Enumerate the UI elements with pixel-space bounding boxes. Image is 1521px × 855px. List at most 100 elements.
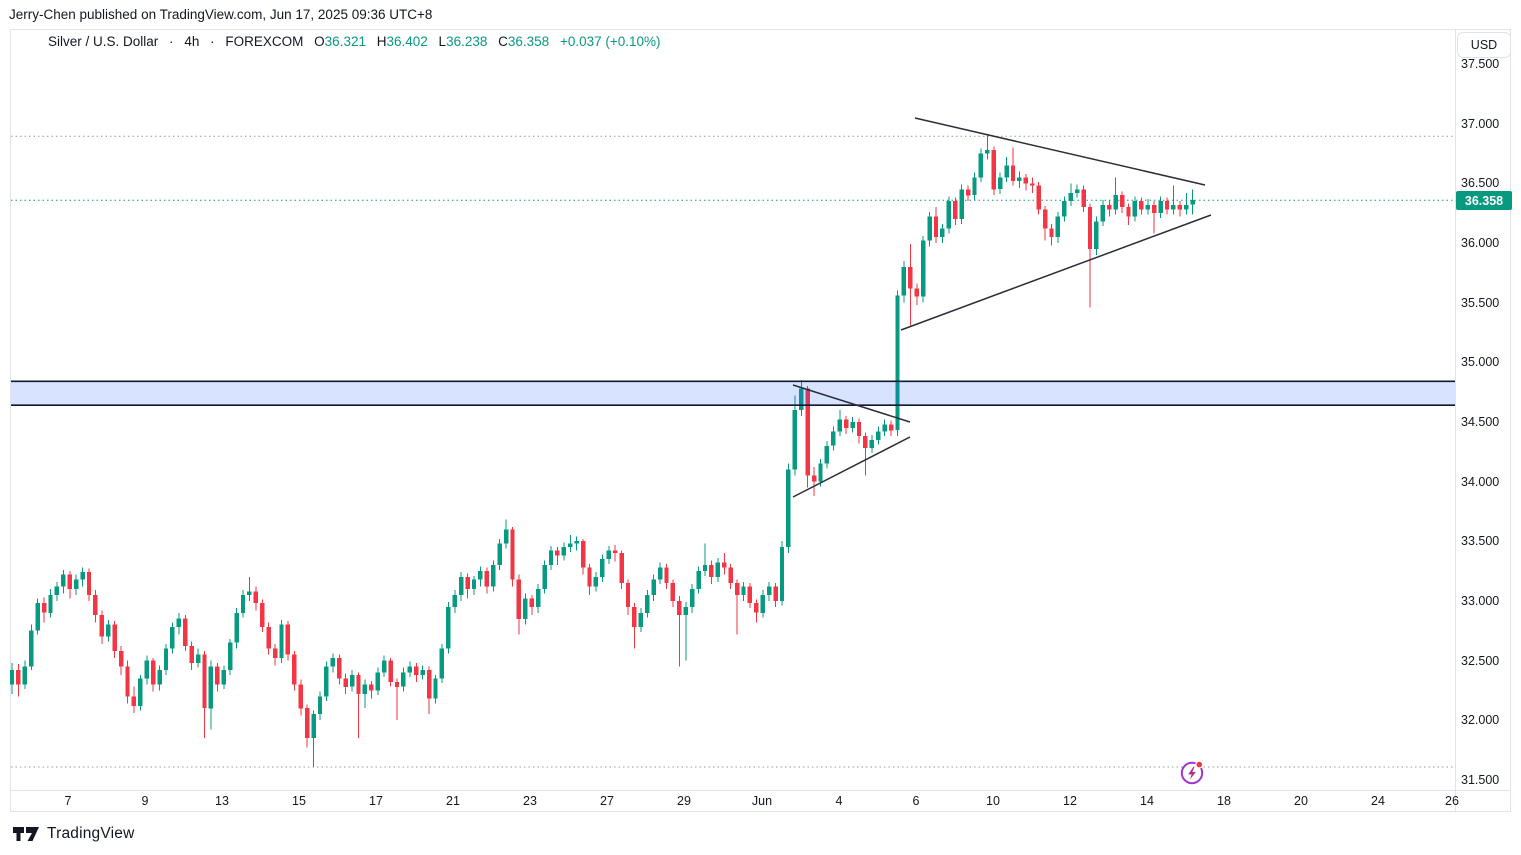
time-label: 6: [912, 794, 920, 808]
candle: [1107, 200, 1112, 217]
candle: [106, 619, 111, 642]
candle: [228, 639, 233, 675]
pennant-trendlines[interactable]: [792, 117, 1212, 498]
currency-toggle-button[interactable]: USD: [1457, 32, 1511, 58]
trendline-pennant1-lower[interactable]: [792, 436, 911, 498]
candle: [343, 673, 348, 694]
candle: [933, 207, 939, 243]
time-label: 26: [1445, 794, 1459, 808]
candle: [459, 572, 464, 601]
candle: [696, 566, 701, 594]
candle: [311, 710, 316, 767]
open-value: O36.321: [314, 34, 366, 49]
candle: [484, 567, 489, 594]
attribution-text: Jerry-Chen published on TradingView.com,…: [9, 7, 433, 22]
candle: [1081, 185, 1086, 212]
candle: [433, 674, 438, 704]
candle: [285, 621, 291, 661]
candle: [754, 599, 759, 623]
candle: [1113, 177, 1118, 215]
trendline-pennant2-upper[interactable]: [914, 117, 1206, 186]
candle: [959, 184, 964, 224]
candle: [317, 691, 323, 721]
time-label: 10: [986, 794, 1000, 808]
candle: [189, 641, 194, 670]
candle: [927, 211, 932, 247]
candle: [965, 185, 971, 202]
candle: [16, 664, 21, 697]
price-label: 34.000: [1461, 475, 1500, 489]
candle: [1177, 201, 1182, 217]
candle: [844, 415, 849, 434]
candle: [356, 672, 361, 738]
candle: [1062, 196, 1067, 222]
candle: [112, 621, 117, 659]
candle: [362, 679, 368, 709]
candle: [548, 546, 554, 570]
candle: [888, 420, 894, 437]
candle: [510, 526, 515, 587]
candle: [1075, 184, 1080, 198]
price-label: 36.000: [1461, 236, 1500, 250]
candle: [625, 579, 631, 616]
candle: [260, 599, 265, 632]
candle: [1087, 203, 1093, 308]
candle: [125, 660, 130, 704]
candle: [452, 590, 457, 613]
time-label: 24: [1371, 794, 1385, 808]
candle: [523, 593, 528, 625]
time-label: 9: [141, 794, 149, 808]
interval-label: 4h: [184, 34, 200, 49]
price-label: 32.500: [1461, 654, 1500, 668]
candle: [176, 612, 181, 635]
price-label: 31.500: [1461, 773, 1500, 787]
time-label: 14: [1140, 794, 1154, 808]
time-label: 23: [523, 794, 537, 808]
time-label: 18: [1217, 794, 1231, 808]
candle: [824, 441, 830, 469]
candle: [921, 235, 926, 303]
candle: [1042, 206, 1048, 241]
support-resistance-zone[interactable]: [11, 380, 1455, 407]
tradingview-brand-text: TradingView: [47, 825, 135, 842]
price-axis-separator: [1455, 29, 1456, 812]
candle: [619, 550, 624, 589]
candle: [587, 563, 592, 595]
candlestick-series: [9, 135, 1195, 767]
candle: [722, 553, 727, 575]
candle: [497, 538, 502, 570]
candle: [292, 651, 297, 691]
trendline-pennant1-upper[interactable]: [792, 384, 911, 423]
candle: [401, 667, 406, 692]
last-price-badge: 36.358: [1456, 191, 1512, 210]
time-label: 20: [1294, 794, 1308, 808]
candle: [1030, 177, 1035, 193]
price-label: 36.500: [1461, 176, 1500, 190]
trendline-pennant2-lower[interactable]: [900, 214, 1212, 331]
candle: [702, 543, 708, 576]
candle: [908, 244, 913, 326]
candle: [324, 661, 329, 702]
high-value: H36.402: [376, 34, 428, 49]
candle: [54, 581, 60, 601]
candle: [420, 665, 425, 680]
candle: [48, 588, 53, 618]
candle: [690, 584, 695, 613]
candle: [805, 386, 810, 488]
lightning-event-icon[interactable]: [1177, 757, 1208, 788]
candle: [279, 619, 284, 663]
candle: [677, 596, 682, 667]
symbol-legend[interactable]: Silver / U.S. Dollar · 4h · FOREXCOM O36…: [48, 34, 661, 49]
candle: [978, 148, 984, 183]
candle: [651, 574, 656, 601]
candle: [799, 380, 804, 416]
tradingview-footer[interactable]: TradingView: [13, 825, 135, 843]
candle: [298, 679, 303, 716]
candle: [555, 547, 560, 566]
candle: [953, 197, 958, 226]
candle: [869, 435, 874, 453]
candle: [1023, 173, 1028, 191]
candle: [183, 615, 188, 651]
candle: [131, 686, 137, 713]
